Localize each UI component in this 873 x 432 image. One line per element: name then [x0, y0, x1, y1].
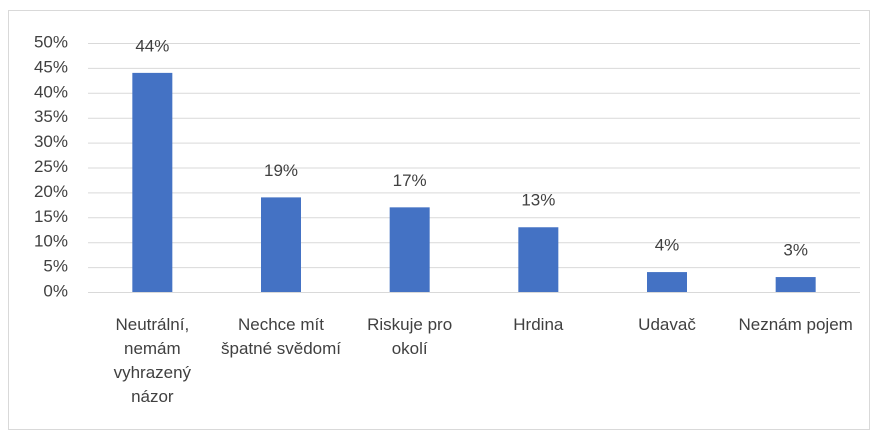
- bar: [389, 207, 430, 292]
- bar: [647, 272, 687, 292]
- data-label: 4%: [655, 236, 680, 255]
- y-tick-label: 30%: [34, 132, 68, 151]
- x-tick-label: Neutrální, nemám vyhrazený názor: [113, 315, 192, 406]
- y-tick-label: 10%: [34, 232, 68, 251]
- bar: [132, 72, 173, 292]
- bar: [261, 197, 301, 292]
- x-tick-label: Nechce mít špatné svědomí: [221, 315, 342, 358]
- data-label: 44%: [135, 36, 169, 55]
- y-tick-label: 45%: [34, 57, 68, 76]
- bar: [518, 227, 559, 292]
- y-tick-label: 0%: [43, 281, 68, 300]
- data-label: 19%: [264, 161, 298, 180]
- data-label: 13%: [521, 191, 555, 210]
- y-tick-label: 40%: [34, 82, 68, 101]
- data-label: 17%: [393, 171, 427, 190]
- y-tick-label: 5%: [43, 257, 68, 276]
- x-tick-label: Hrdina: [513, 315, 564, 334]
- y-tick-label: 25%: [34, 157, 68, 176]
- x-tick-label: Neznám pojem: [738, 315, 853, 334]
- bar: [775, 277, 816, 292]
- y-tick-label: 35%: [34, 107, 68, 126]
- y-tick-label: 50%: [34, 32, 68, 51]
- y-tick-label: 15%: [34, 207, 68, 226]
- data-label: 3%: [783, 241, 808, 260]
- x-tick-label: Udavač: [638, 315, 696, 334]
- y-tick-label: 20%: [34, 182, 68, 201]
- x-tick-label: Riskuje pro okolí: [367, 315, 453, 358]
